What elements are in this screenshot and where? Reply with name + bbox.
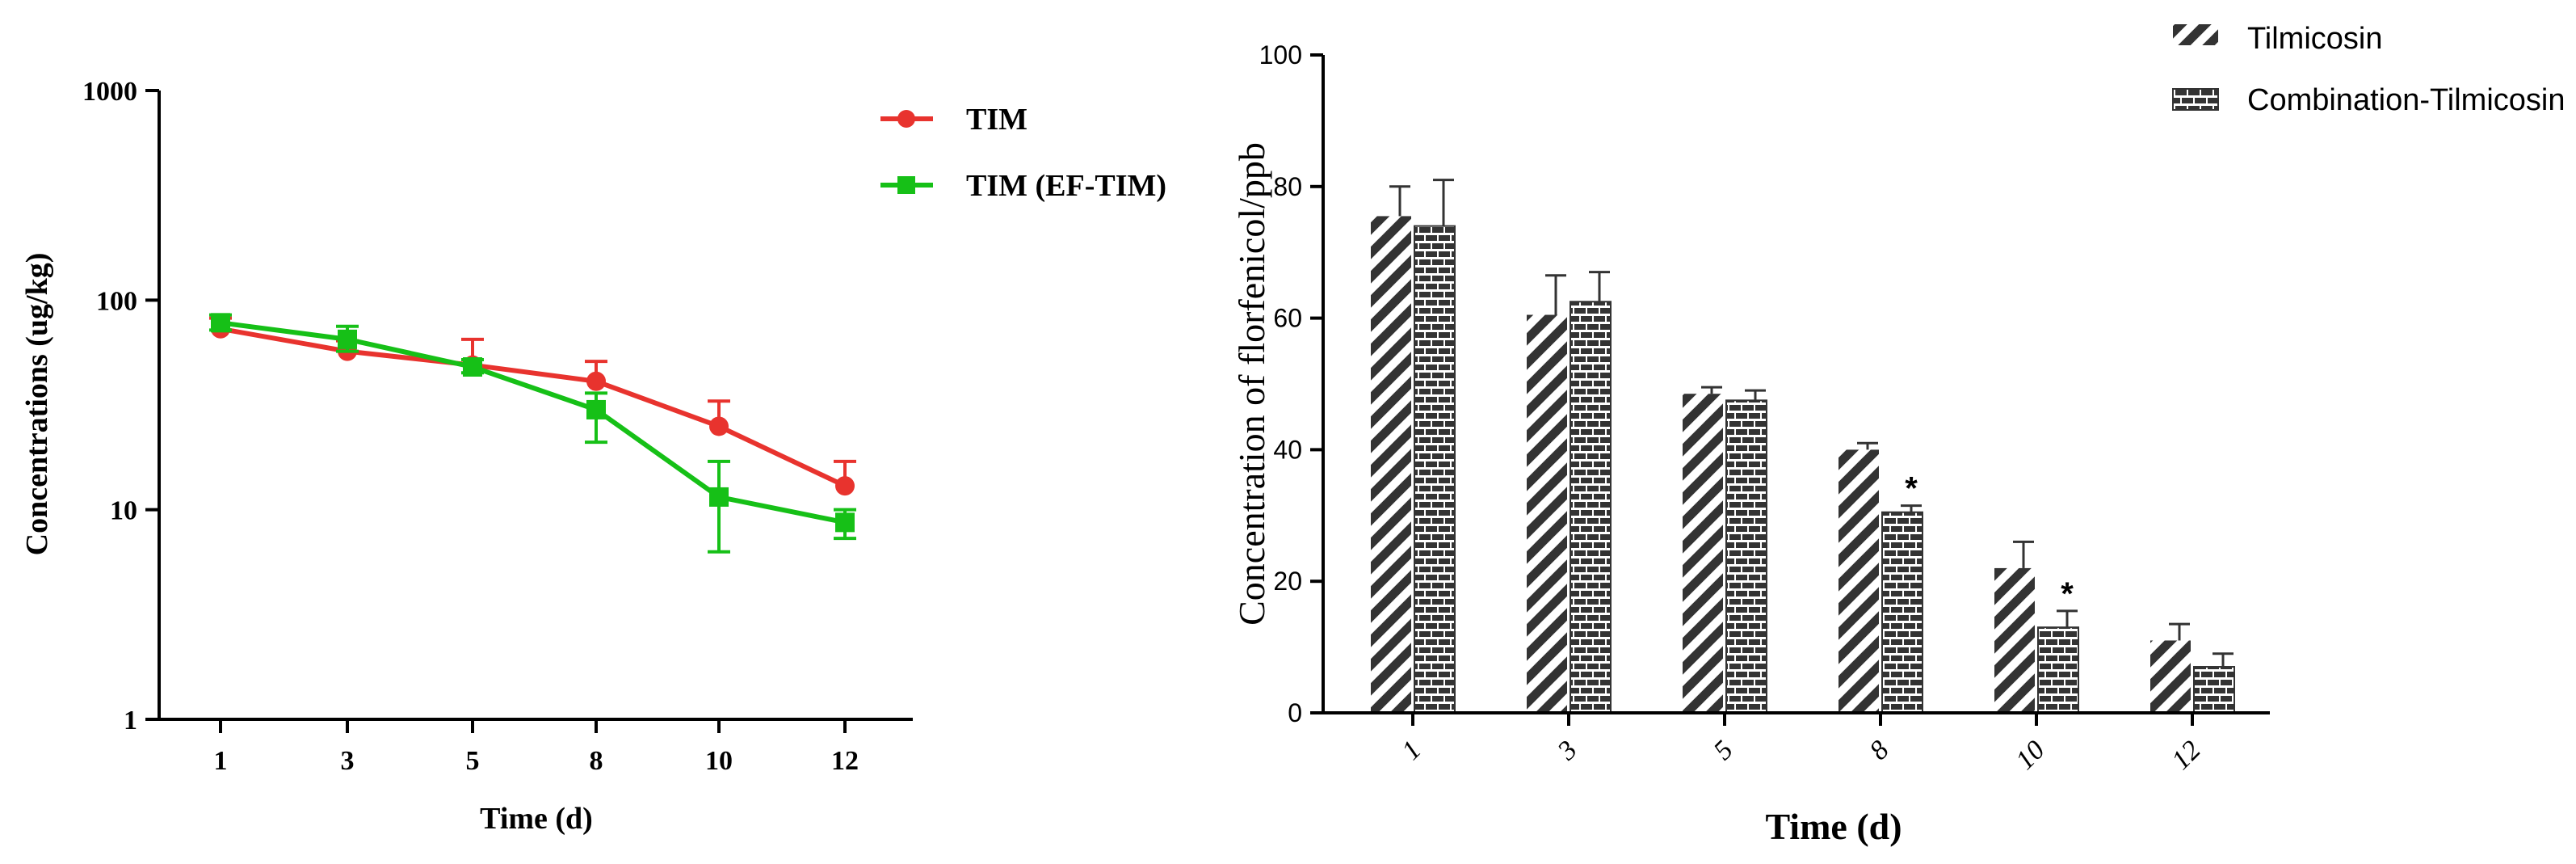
legend-label-combination-tilmicosin: Combination-Tilmicosin xyxy=(2247,83,2565,117)
series-combination-tilmicosin xyxy=(1414,179,2235,714)
x-axis-title: Time (d) xyxy=(1765,806,1902,847)
series-tilmicosin xyxy=(1371,185,2191,713)
bars-group xyxy=(1371,179,2235,714)
y-tick-label: 80 xyxy=(1273,172,1302,201)
legend-swatch-tilmicosin xyxy=(2173,24,2218,45)
series-tim-ef-tim xyxy=(209,313,856,554)
x-tick-label: 3 xyxy=(1552,735,1583,766)
legend-label-tilmicosin: Tilmicosin xyxy=(2247,22,2383,56)
series-line xyxy=(220,326,847,488)
data-point xyxy=(835,476,855,496)
x-tick-label: 5 xyxy=(466,746,480,776)
x-axis-ticks: 1 3 5 8 10 12 xyxy=(1396,713,2207,776)
bar xyxy=(2193,666,2235,714)
data-point xyxy=(709,487,729,507)
series-line xyxy=(220,320,846,525)
y-tick-label: 100 xyxy=(1259,40,1302,70)
bar xyxy=(1881,511,1923,714)
x-tick-label: 1 xyxy=(214,746,228,776)
y-tick-label: 10 xyxy=(110,496,137,526)
data-point xyxy=(463,356,482,377)
y-tick-label: 0 xyxy=(1288,698,1302,727)
x-tick-label: 12 xyxy=(831,746,859,776)
x-tick-label: 10 xyxy=(2010,735,2050,775)
x-tick-label: 5 xyxy=(1708,735,1738,765)
data-point xyxy=(835,512,855,533)
y-tick-label: 1 xyxy=(124,706,137,735)
legend-marker-tim xyxy=(897,110,915,128)
bar xyxy=(2150,640,2191,713)
bar xyxy=(1570,301,1612,714)
y-axis-title: Concentrations (ug/kg) xyxy=(20,253,54,556)
significance-annotation: * xyxy=(1905,471,1918,507)
bar xyxy=(1683,394,1723,713)
x-axis-ticks: 1 3 5 8 10 12 xyxy=(214,719,859,776)
bar xyxy=(1725,399,1767,714)
legend-item-tim: TIM xyxy=(880,103,1027,137)
y-axis-title: Concentration of florfenicol/ppb xyxy=(1231,142,1272,626)
significance-annotation: * xyxy=(2061,576,2074,612)
bar xyxy=(1994,567,2035,713)
x-axis-title: Time (d) xyxy=(480,802,593,836)
line-chart: 1 10 100 1000 1 3 5 8 10 12 Time (d) Concentrati… xyxy=(20,77,1166,836)
bar xyxy=(1371,216,1411,713)
x-tick-label: 1 xyxy=(1396,735,1427,765)
y-tick-label: 40 xyxy=(1273,435,1302,464)
y-axis-ticks: 0 20 40 60 80 100 xyxy=(1259,40,1323,727)
bar xyxy=(2037,626,2079,714)
y-tick-label: 20 xyxy=(1273,567,1302,596)
legend-label-tim: TIM xyxy=(966,103,1027,137)
series-tim xyxy=(209,316,856,496)
data-point xyxy=(586,399,606,419)
x-tick-label: 8 xyxy=(590,746,603,776)
legend-item-tilmicosin: Tilmicosin xyxy=(2173,22,2383,56)
x-tick-label: 10 xyxy=(705,746,733,776)
y-tick-label: 60 xyxy=(1273,304,1302,333)
legend-swatch-combination-tilmicosin xyxy=(2172,88,2219,111)
y-tick-label: 1000 xyxy=(82,77,137,107)
series-group xyxy=(209,313,856,554)
y-tick-label: 100 xyxy=(96,286,137,316)
legend-item-combination-tilmicosin: Combination-Tilmicosin xyxy=(2172,83,2565,117)
data-point xyxy=(211,313,230,333)
data-point xyxy=(338,329,357,349)
legend: TIM TIM (EF-TIM) xyxy=(880,103,1166,203)
x-tick-label: 8 xyxy=(1864,735,1894,765)
legend-label-tim-ef-tim: TIM (EF-TIM) xyxy=(966,169,1166,203)
x-tick-label: 12 xyxy=(2166,735,2206,775)
legend-item-tim-ef-tim: TIM (EF-TIM) xyxy=(880,169,1166,203)
legend-marker-tim-ef-tim xyxy=(897,176,915,194)
annotations: ** xyxy=(1905,471,2074,612)
legend: Tilmicosin Combination-Tilmicosin xyxy=(2172,22,2565,117)
data-point xyxy=(709,416,729,436)
data-point xyxy=(586,371,606,391)
x-tick-label: 3 xyxy=(341,746,355,776)
bar xyxy=(1838,449,1879,713)
bar xyxy=(1527,314,1567,713)
y-axis-ticks: 1 10 100 1000 xyxy=(82,77,159,735)
bar xyxy=(1414,225,1456,714)
